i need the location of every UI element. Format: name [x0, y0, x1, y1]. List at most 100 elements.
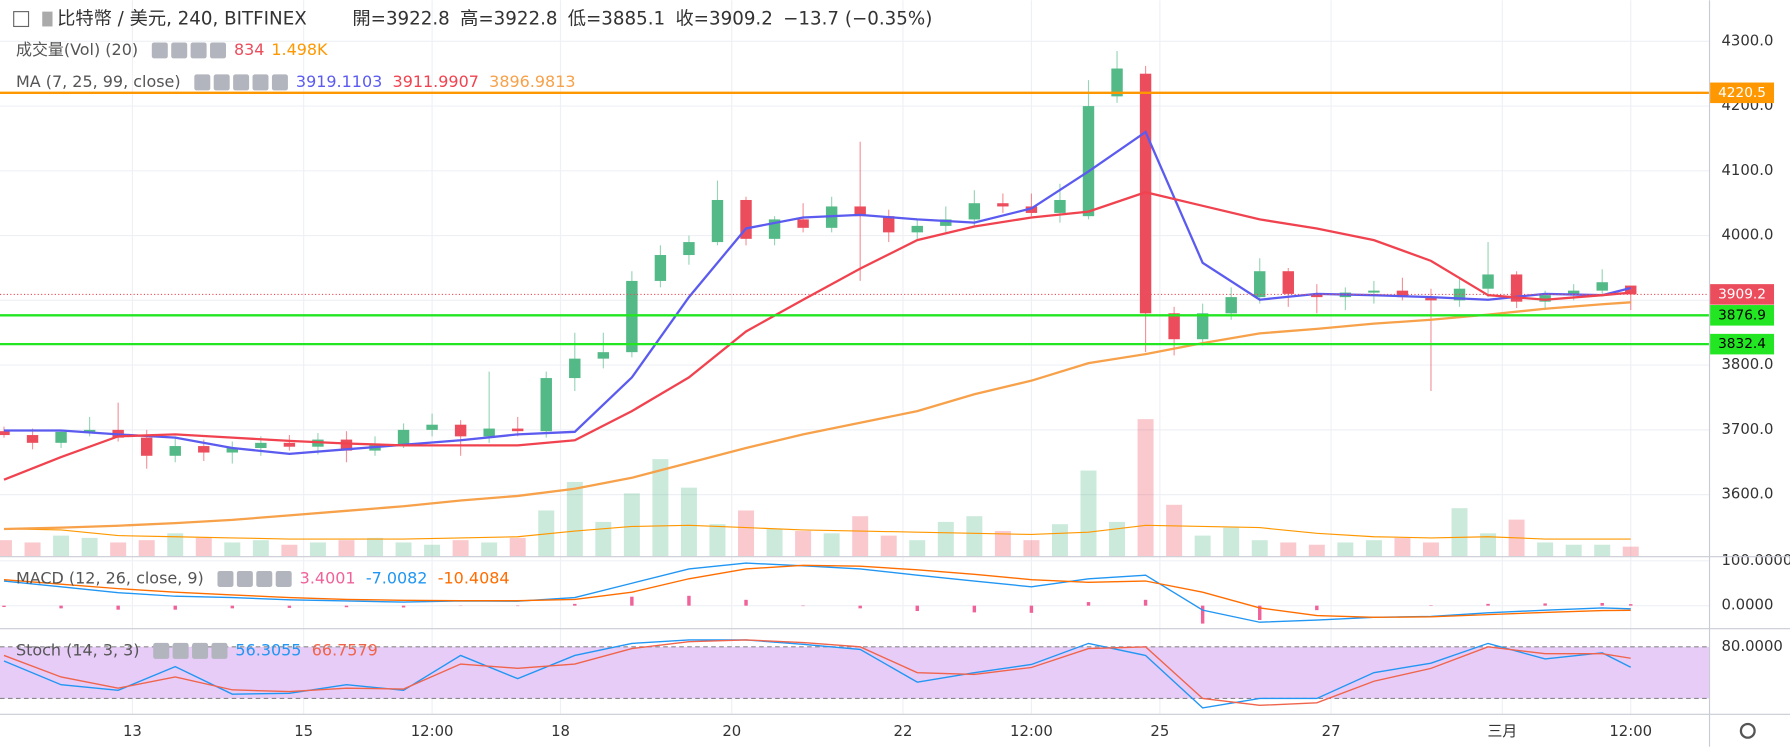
- legend-icon[interactable]: [153, 642, 170, 659]
- legend-icon[interactable]: [252, 74, 269, 91]
- y-tick-label: 3800.0: [1722, 356, 1774, 373]
- legend-text: MA (7, 25, 99, close): [16, 72, 181, 91]
- candle-body: [226, 448, 239, 453]
- candle-body: [854, 206, 866, 217]
- legend-icon[interactable]: [190, 42, 207, 59]
- macd-histogram-bar: [116, 605, 120, 610]
- candle-body: [711, 199, 724, 243]
- legend-icon[interactable]: [236, 570, 253, 587]
- volume-bar: [1109, 521, 1126, 557]
- candle-body: [1396, 290, 1409, 298]
- candle-body: [1111, 68, 1123, 97]
- legend-text: Stoch (14, 3, 3): [16, 640, 140, 659]
- legend-icon[interactable]: [171, 42, 188, 59]
- legend-icon[interactable]: [275, 570, 292, 587]
- volume-bar: [937, 521, 954, 557]
- candle-body: [1168, 313, 1180, 340]
- x-tick-label: 三月: [1487, 723, 1517, 740]
- candle-body: [683, 242, 695, 256]
- legend-icon[interactable]: [194, 74, 211, 91]
- volume-bar: [1622, 546, 1639, 557]
- legend-icon[interactable]: [213, 74, 230, 91]
- macd-histogram-bar: [744, 599, 748, 606]
- price-label-bg: [1710, 305, 1775, 326]
- legend-text: 3922.8: [494, 9, 558, 30]
- x-tick-label: 12:00: [1010, 723, 1053, 740]
- macd-histogram-bar: [1258, 605, 1262, 621]
- x-tick-label: 27: [1322, 723, 1341, 740]
- volume-bar: [481, 542, 498, 557]
- candle-body: [1596, 282, 1608, 291]
- macd-histogram-bar: [1486, 603, 1490, 606]
- legend-icon[interactable]: [210, 42, 227, 59]
- volume-bar: [509, 537, 526, 557]
- macd-histogram-bar: [173, 605, 177, 610]
- candle-body: [426, 424, 438, 430]
- volume-bar: [1451, 508, 1468, 557]
- candle-body: [1025, 206, 1038, 213]
- legend-icon[interactable]: [211, 642, 228, 659]
- candle-body: [883, 216, 895, 233]
- macd-histogram-bar: [1629, 604, 1633, 606]
- volume-bar: [281, 544, 298, 557]
- volume-bar: [1280, 542, 1297, 557]
- macd-histogram-bar: [1029, 605, 1034, 613]
- volume-bar: [623, 493, 640, 557]
- volume-bar: [395, 542, 412, 557]
- candle-body: [255, 442, 267, 449]
- legend-icon[interactable]: [233, 74, 250, 91]
- legend-text: −13.7 (−0.35%): [783, 9, 932, 30]
- volume-bar: [652, 459, 669, 557]
- candle-body: [1425, 297, 1437, 301]
- candle-body: [1539, 295, 1551, 302]
- y-tick-label: 100.0000: [1722, 552, 1790, 569]
- candle-body: [454, 424, 467, 437]
- candle-body: [283, 442, 296, 447]
- y-tick-label: 4100.0: [1722, 162, 1774, 179]
- volume-bar: [81, 537, 98, 557]
- volume-bar: [823, 533, 840, 557]
- candle-body: [55, 431, 67, 443]
- candle-body: [654, 255, 667, 281]
- legend-text: -7.0082: [366, 568, 428, 587]
- x-tick-label: 18: [551, 723, 570, 740]
- flag-icon[interactable]: [42, 11, 53, 27]
- legend-icon[interactable]: [256, 570, 273, 587]
- volume-bar: [738, 510, 755, 557]
- volume-bar: [680, 487, 697, 557]
- candle-body: [1082, 106, 1095, 217]
- legend-icon[interactable]: [172, 642, 189, 659]
- candle-body: [198, 446, 210, 453]
- macd-histogram-bar: [915, 605, 919, 612]
- legend-icon[interactable]: [217, 570, 234, 587]
- macd-histogram-bar: [972, 605, 977, 613]
- volume-bar: [195, 537, 212, 557]
- x-tick-label: 22: [894, 723, 913, 740]
- candle-body: [26, 435, 39, 443]
- current-price-label: 3909.2: [1718, 286, 1766, 302]
- candle-body: [940, 219, 952, 226]
- ma-line: [3, 301, 1631, 531]
- legend-icon[interactable]: [151, 42, 168, 59]
- legend-text: 3919.1103: [296, 72, 382, 91]
- legend-icon[interactable]: [192, 642, 209, 659]
- macd-histogram-bar: [1600, 602, 1604, 606]
- macd-line: [3, 564, 1631, 618]
- volume-bar: [1337, 542, 1354, 557]
- volume-ma-line: [3, 524, 1631, 540]
- macd-histogram-bar: [630, 596, 634, 606]
- candle-body: [1254, 271, 1266, 298]
- volume-bar: [1023, 540, 1040, 557]
- settings-icon[interactable]: [1739, 722, 1756, 739]
- volume-bar: [424, 544, 441, 557]
- candle-body: [169, 446, 181, 456]
- menu-icon[interactable]: [13, 11, 30, 28]
- legend-icon[interactable]: [271, 74, 288, 91]
- legend-text: 低=: [568, 9, 602, 30]
- candle-body: [540, 378, 552, 432]
- volume-bar: [167, 533, 184, 557]
- macd-histogram-bar: [1315, 605, 1319, 611]
- macd-histogram-bar: [59, 605, 63, 609]
